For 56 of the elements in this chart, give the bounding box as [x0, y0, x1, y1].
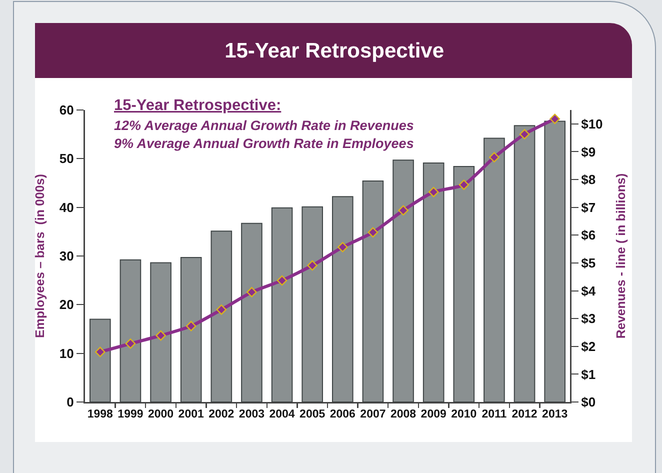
point	[368, 227, 378, 238]
point	[458, 180, 470, 190]
y-tick-label: 0	[66, 394, 74, 410]
x-tick-label: 2004	[269, 408, 296, 420]
y2-tick-label: $10	[581, 116, 603, 132]
y2-tick-label: $4	[581, 283, 596, 298]
x-tick-label: 2010	[451, 408, 477, 420]
y-tick-label: 10	[59, 346, 74, 361]
y-tick-label: 30	[59, 248, 74, 264]
y-tick-label: 40	[59, 200, 74, 215]
x-tick-label: 2007	[360, 408, 386, 420]
y-tick-label: 60	[59, 102, 74, 118]
point	[95, 346, 106, 358]
x-tick-label: 2002	[208, 408, 234, 420]
y2-tick-label: $2	[581, 338, 596, 354]
x-tick-label: 2005	[300, 408, 326, 420]
x-tick-label: 2000	[148, 408, 174, 420]
annotation: 15-Year Retrospective:	[114, 97, 282, 114]
annotation: 12% Average Annual Growth Rate in Revenues	[114, 118, 414, 133]
x-tick-label: 2008	[390, 408, 417, 420]
y2-tick-label: $0	[581, 394, 596, 410]
point	[125, 338, 136, 349]
point	[489, 152, 500, 162]
point	[519, 129, 530, 140]
y2-tick-label: $6	[581, 228, 596, 243]
point	[428, 186, 439, 198]
point	[307, 260, 318, 271]
point	[246, 287, 257, 298]
x-tick-label: 2006	[330, 408, 356, 420]
point	[550, 114, 560, 124]
x-tick-label: 2003	[238, 408, 265, 420]
y2-tick-label: $7	[581, 200, 596, 215]
x-tick-label: 1998	[87, 408, 114, 420]
chart-title: 15-Year Retrospective	[224, 39, 444, 62]
x-tick-label: 2013	[542, 408, 568, 420]
y2-tick-label: $5	[581, 256, 596, 270]
annotation: 9% Average Annual Growth Rate in Employees	[114, 136, 414, 151]
point	[276, 275, 288, 286]
y2-tick-label: $9	[581, 144, 596, 160]
y2-tick-label: $1	[581, 366, 596, 382]
x-tick-label: 2011	[482, 408, 508, 420]
point	[216, 304, 227, 315]
point	[398, 205, 408, 216]
point	[186, 320, 196, 332]
y-tick-label: 20	[59, 297, 74, 312]
x-tick-label: 2009	[420, 408, 446, 420]
y2-tick-label: $3	[581, 311, 596, 326]
y2-axis-title: Revenues - line ( in billions)	[614, 173, 628, 339]
y-tick-label: 50	[59, 151, 74, 166]
x-tick-label: 2001	[178, 408, 204, 420]
x-tick-label: 2012	[512, 408, 538, 420]
y-axis-title: Employees – bars (in 000s)	[32, 174, 47, 338]
point	[156, 330, 166, 341]
x-tick-label: 1999	[118, 408, 144, 420]
point	[338, 242, 348, 252]
y2-tick-label: $8	[581, 172, 596, 188]
